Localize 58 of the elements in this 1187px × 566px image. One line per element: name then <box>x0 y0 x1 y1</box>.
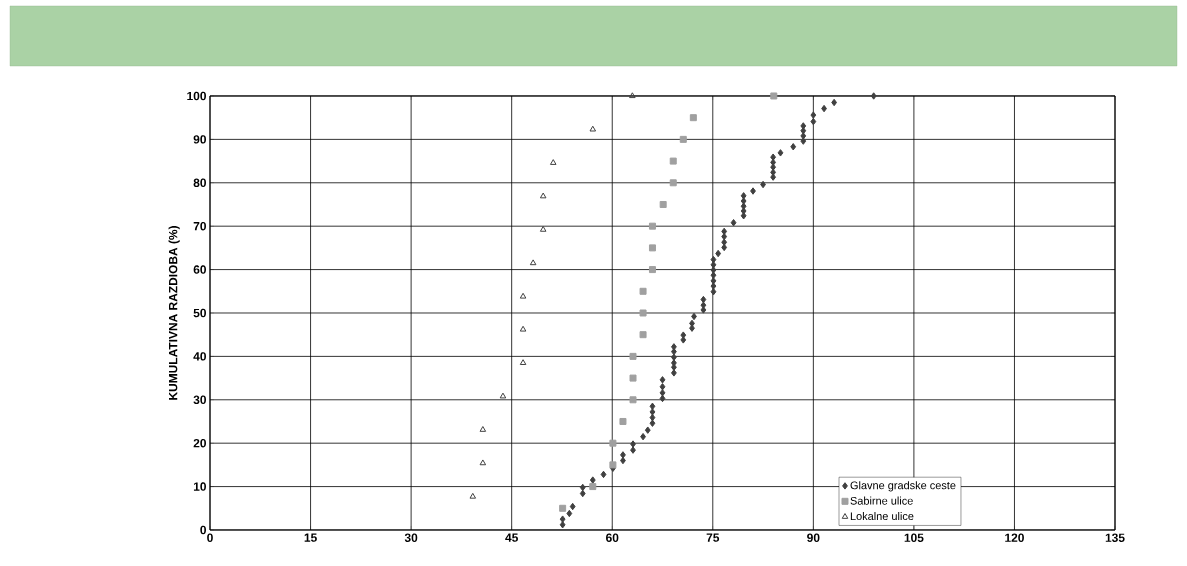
point <box>479 459 487 466</box>
point <box>639 309 647 317</box>
point <box>589 125 597 132</box>
point <box>589 483 597 491</box>
x-tick-label: 15 <box>304 533 317 542</box>
point <box>629 374 637 382</box>
point <box>539 192 547 199</box>
legend-label: Sabirne ulice <box>850 496 913 505</box>
point <box>679 135 687 143</box>
legend-label: Lokalne ulice <box>850 512 914 521</box>
point <box>519 325 527 332</box>
y-tick-label: 80 <box>193 178 206 188</box>
point <box>659 200 667 208</box>
point <box>529 259 537 266</box>
y-tick-label: 70 <box>193 221 206 231</box>
y-tick-label: 40 <box>193 352 206 361</box>
point <box>629 92 636 99</box>
y-tick-label: 20 <box>193 438 206 448</box>
point <box>629 352 637 360</box>
point <box>539 225 547 232</box>
point <box>648 244 656 252</box>
y-tick-label: 30 <box>193 395 206 405</box>
point <box>648 266 656 274</box>
point <box>770 92 778 100</box>
y-axis-title: KUMULATIVNA RAZDIOBA (%) <box>168 226 180 400</box>
y-tick-label: 60 <box>193 265 206 274</box>
point <box>519 359 527 365</box>
legend-label: Glavne gradske ceste <box>850 481 956 492</box>
point <box>619 417 627 425</box>
y-tick-label: 10 <box>193 482 206 491</box>
y-tick-label: 100 <box>187 91 206 101</box>
x-tick-label: 135 <box>1105 533 1125 542</box>
point <box>609 439 617 447</box>
point <box>499 392 507 399</box>
point <box>559 504 567 512</box>
point <box>669 157 677 165</box>
point <box>469 492 477 499</box>
point <box>648 222 656 230</box>
x-tick-label: 105 <box>904 533 924 542</box>
x-tick-label: 45 <box>505 533 518 542</box>
point <box>629 396 637 404</box>
x-tick-label: 0 <box>207 533 213 542</box>
x-tick-label: 90 <box>807 533 820 542</box>
point <box>639 287 647 295</box>
point <box>479 426 487 432</box>
point <box>639 331 647 339</box>
point <box>549 159 557 165</box>
x-tick-label: 120 <box>1005 533 1024 542</box>
point <box>519 292 527 299</box>
x-tick-label: 30 <box>404 533 418 542</box>
y-tick-label: 90 <box>193 135 206 144</box>
point <box>689 114 697 122</box>
y-tick-label: 0 <box>200 525 206 535</box>
point <box>669 179 677 187</box>
point <box>609 461 617 469</box>
x-tick-label: 60 <box>606 533 619 542</box>
x-tick-label: 75 <box>706 533 720 542</box>
y-tick-label: 50 <box>193 308 206 318</box>
